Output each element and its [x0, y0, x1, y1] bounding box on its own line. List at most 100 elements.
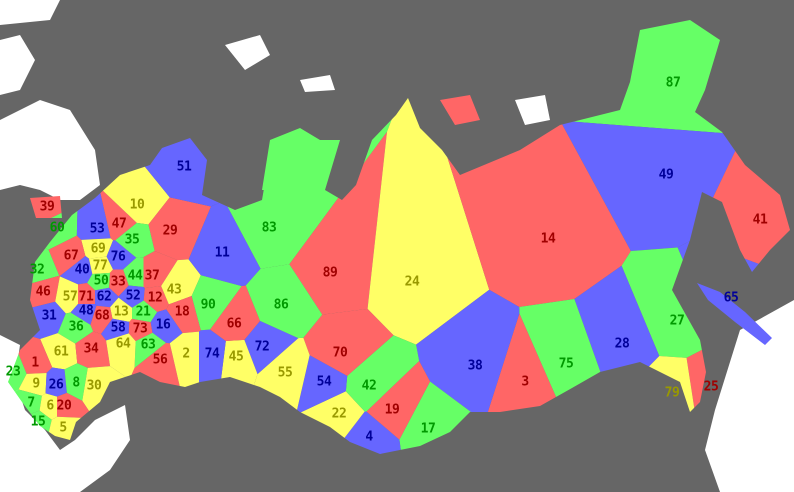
region-73 [128, 318, 153, 342]
japan [705, 300, 794, 492]
region-label-41: 41 [753, 213, 768, 228]
region-18 [166, 296, 201, 334]
region-label-86: 86 [274, 298, 289, 313]
region-5 [34, 416, 181, 454]
region-label-18: 18 [175, 305, 190, 320]
region-76 [106, 240, 137, 270]
region-label-14: 14 [541, 232, 556, 247]
region-label-38: 38 [468, 359, 483, 374]
region-67 [48, 235, 86, 277]
region-label-51: 51 [177, 160, 192, 175]
scandinavia [0, 35, 35, 95]
region-label-13: 13 [114, 305, 129, 320]
region-71 [78, 283, 95, 304]
region-58 [101, 318, 130, 341]
region-13 [110, 297, 132, 322]
region-label-54: 54 [317, 375, 332, 390]
region-label-45: 45 [229, 350, 244, 365]
region-label-42: 42 [362, 379, 377, 394]
region-label-49: 49 [659, 168, 674, 183]
region-40 [59, 256, 93, 285]
region-29 [148, 197, 212, 261]
region-34 [75, 331, 111, 368]
region-66 [210, 285, 261, 342]
region-label-46: 46 [36, 285, 51, 300]
region-19 [366, 360, 431, 440]
region-label-48: 48 [79, 304, 94, 319]
region-label-90: 90 [201, 298, 216, 313]
region-label-47: 47 [112, 217, 127, 232]
region-label-77: 77 [93, 259, 108, 274]
arctic-islands [225, 35, 270, 70]
region-16 [150, 309, 183, 344]
region-label-4: 4 [365, 430, 373, 445]
region-label-26: 26 [49, 378, 64, 393]
region-label-6: 6 [46, 399, 54, 414]
region-label-72: 72 [255, 340, 270, 355]
region-50 [87, 272, 111, 291]
region-33 [109, 269, 129, 297]
region-label-39: 39 [40, 200, 55, 215]
region-label-7: 7 [27, 396, 34, 411]
region-label-87: 87 [666, 76, 681, 91]
region-label-70: 70 [333, 346, 348, 361]
region-43 [161, 259, 201, 305]
region-42 [345, 335, 420, 412]
region-36 [57, 312, 94, 344]
region-label-67: 67 [64, 249, 79, 264]
region-72 [244, 320, 299, 375]
region-48 [70, 304, 97, 325]
region-63 [134, 332, 167, 369]
region-8 [64, 363, 88, 401]
region-47 [99, 187, 137, 241]
region-90 [191, 275, 242, 331]
region-label-31: 31 [42, 309, 57, 324]
region-52 [118, 285, 145, 308]
region-label-69: 69 [91, 242, 106, 257]
region-label-25: 25 [704, 380, 719, 395]
region-label-33: 33 [111, 275, 126, 290]
region-label-21: 21 [136, 305, 151, 320]
region-label-50: 50 [94, 274, 109, 289]
region-label-53: 53 [90, 222, 105, 237]
region-57 [55, 276, 78, 314]
region-label-27: 27 [670, 314, 685, 329]
region-27 [621, 247, 718, 358]
region-label-15: 15 [31, 415, 46, 430]
region-label-89: 89 [323, 266, 338, 281]
region-label-29: 29 [163, 224, 178, 239]
region-label-62: 62 [97, 290, 112, 305]
svalbard [0, 0, 60, 25]
region-label-76: 76 [111, 250, 126, 265]
region-64 [106, 333, 136, 380]
region-label-56: 56 [153, 353, 168, 368]
region-label-20: 20 [57, 399, 72, 414]
region-label-36: 36 [69, 320, 84, 335]
region-label-44: 44 [128, 269, 143, 284]
region-label-5: 5 [59, 421, 66, 436]
region-20 [57, 392, 94, 419]
region-11 [188, 200, 261, 287]
region-68 [90, 305, 113, 334]
region-label-55: 55 [278, 366, 293, 381]
region-label-64: 64 [116, 337, 131, 352]
region-label-9: 9 [32, 377, 39, 392]
region-label-63: 63 [141, 338, 156, 353]
region-label-68: 68 [95, 309, 110, 324]
region-21 [132, 300, 158, 323]
arctic-islands-3 [300, 75, 335, 92]
region-label-35: 35 [125, 233, 140, 248]
region-86 [245, 264, 323, 339]
region-label-22: 22 [332, 407, 347, 422]
region-label-37: 37 [145, 269, 160, 284]
region-44 [123, 257, 144, 287]
region-label-2: 2 [182, 347, 189, 362]
region-35 [115, 222, 155, 258]
region-label-43: 43 [167, 283, 182, 298]
region-label-58: 58 [111, 321, 126, 336]
region-label-17: 17 [421, 422, 436, 437]
region-61 [40, 333, 78, 370]
region-70 [303, 308, 394, 376]
